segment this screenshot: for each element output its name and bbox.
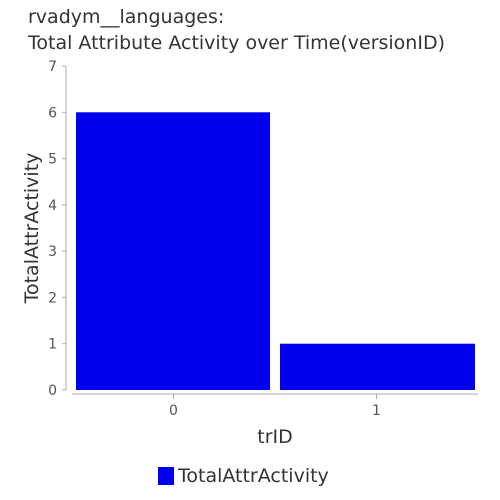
axes <box>62 65 478 399</box>
bars <box>76 112 475 391</box>
x-axis-title: trID <box>257 426 293 448</box>
legend-swatch <box>158 467 174 485</box>
x-tick-label: 1 <box>372 403 381 419</box>
y-tick-label: 1 <box>48 337 57 353</box>
y-tick-label: 4 <box>48 198 57 214</box>
chart-title-line2: Total Attribute Activity over Time(versi… <box>28 32 445 54</box>
y-axis-title: TotalAttrActivity <box>21 153 43 305</box>
y-tick-label: 5 <box>48 152 57 168</box>
y-tick-label: 0 <box>48 383 57 399</box>
legend: TotalAttrActivity <box>158 465 329 487</box>
x-tick-label: 0 <box>169 403 178 419</box>
y-tick-label: 6 <box>48 105 57 121</box>
bar <box>76 112 270 391</box>
y-tick-label: 3 <box>48 244 57 260</box>
y-tick-label: 7 <box>48 59 57 75</box>
chart-title-line1: rvadym__languages: <box>28 6 225 28</box>
bar <box>280 343 475 390</box>
y-tick-label: 2 <box>48 290 57 306</box>
tick-labels: 0 1 2 3 4 5 6 7 0 1 <box>48 59 381 419</box>
legend-label: TotalAttrActivity <box>178 465 329 487</box>
